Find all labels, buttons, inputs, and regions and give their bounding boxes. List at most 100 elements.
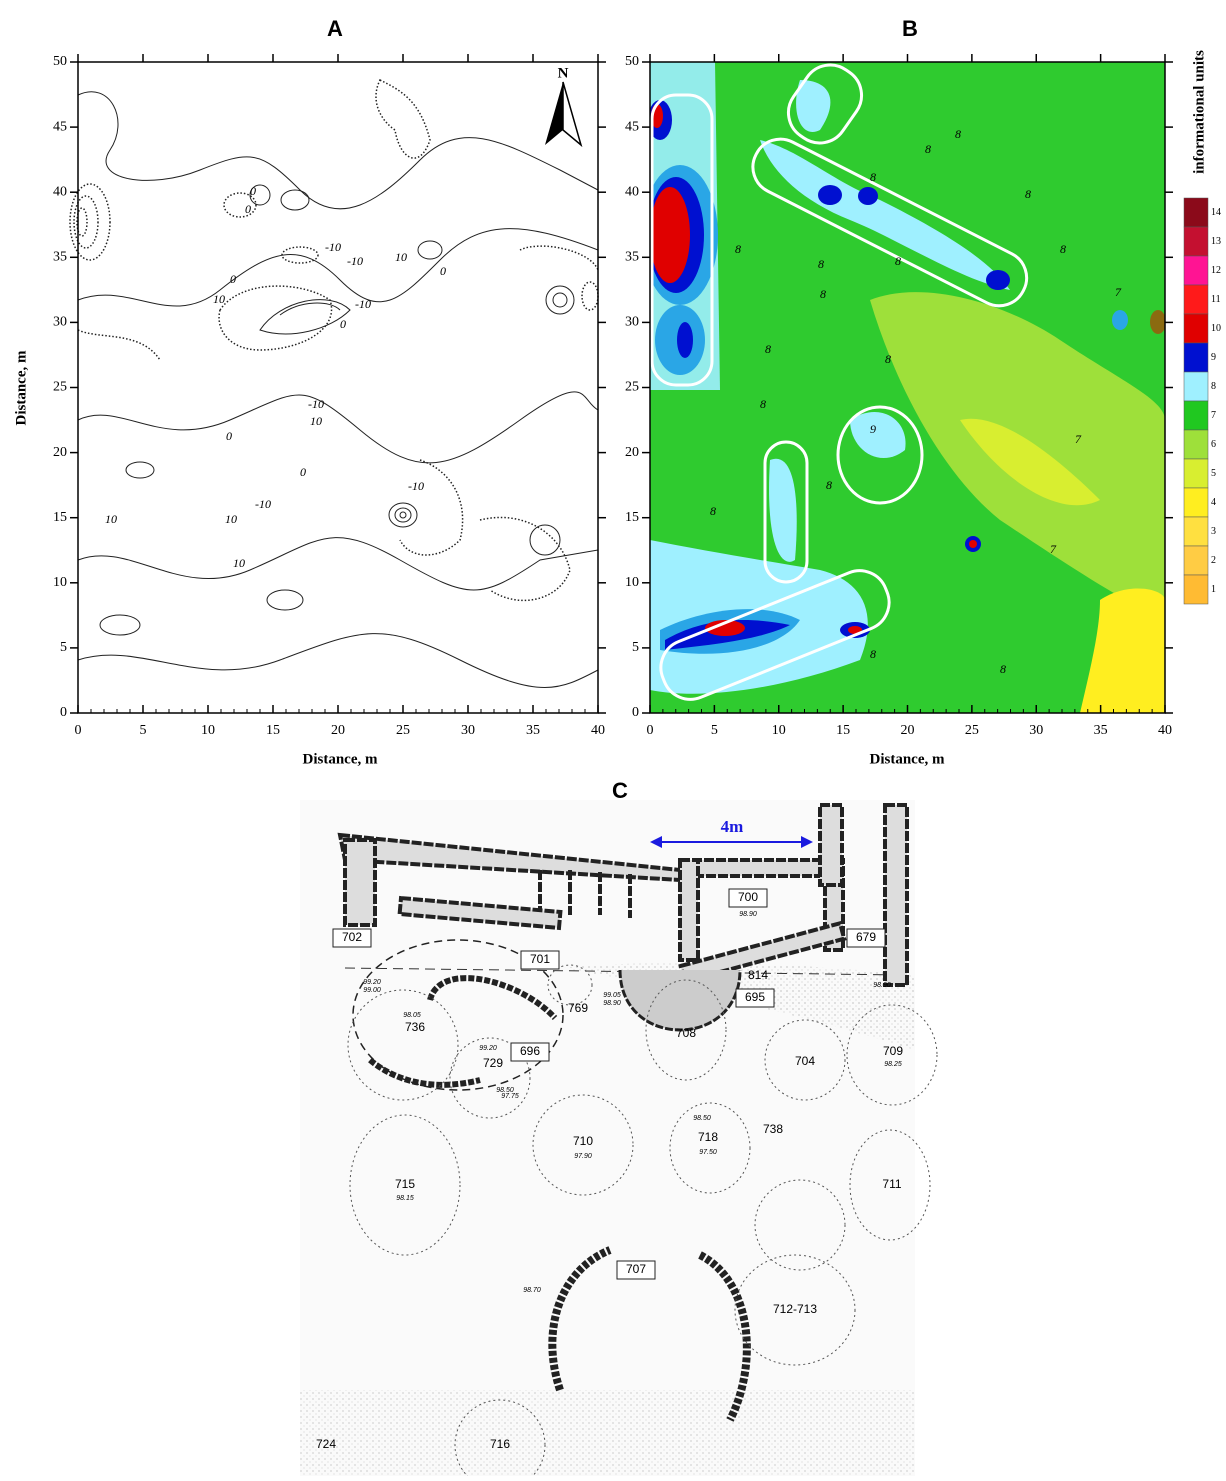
y-tick-label: 35 bbox=[625, 250, 639, 265]
contour-label: 7 bbox=[1050, 542, 1057, 556]
elevation-label: 97.90 bbox=[574, 1153, 592, 1160]
colorbar-swatch bbox=[1184, 314, 1208, 343]
contour-label: 8 bbox=[925, 142, 931, 156]
colorbar-swatch bbox=[1184, 459, 1208, 488]
colorbar-label: 4 bbox=[1211, 497, 1216, 508]
x-tick-label: 5 bbox=[140, 723, 147, 738]
y-tick-label: 25 bbox=[53, 380, 67, 395]
contour-label: 8 bbox=[818, 257, 824, 271]
feature-label: 718 bbox=[698, 1130, 718, 1144]
panel-title: A bbox=[327, 16, 343, 41]
feature-label: 696 bbox=[520, 1044, 540, 1058]
x-tick-label: 20 bbox=[331, 723, 345, 738]
colorbar-swatch bbox=[1184, 488, 1208, 517]
y-tick-label: 40 bbox=[625, 184, 639, 199]
contour-label: -10 bbox=[355, 297, 371, 311]
elevation-label: 98.05 bbox=[403, 1012, 421, 1019]
elevation-label: 98.50 bbox=[693, 1115, 711, 1122]
contour-label: -10 bbox=[408, 479, 424, 493]
y-tick-label: 0 bbox=[632, 705, 639, 720]
colorbar-swatch bbox=[1184, 401, 1208, 430]
colorbar-label: 13 bbox=[1211, 236, 1221, 247]
colorbar-label: 3 bbox=[1211, 526, 1216, 537]
contour-label: 8 bbox=[870, 170, 876, 184]
elevation-label: 98.25 bbox=[884, 1061, 902, 1068]
contour-label: 8 bbox=[1000, 662, 1006, 676]
elevation-label: 98.90 bbox=[873, 982, 891, 989]
contour-label: 10 bbox=[225, 512, 237, 526]
colorbar-label: 9 bbox=[1211, 352, 1216, 363]
x-tick-label: 40 bbox=[591, 723, 605, 738]
figure: A B C N 0 -10 10 -10 10 bbox=[0, 0, 1226, 1476]
y-tick-label: 15 bbox=[53, 510, 67, 525]
north-label: N bbox=[558, 65, 569, 81]
contour-label: 0 bbox=[300, 465, 306, 479]
panel-title: C bbox=[612, 778, 628, 803]
elevation-label: 98.15 bbox=[396, 1195, 414, 1202]
colorbar-swatch bbox=[1184, 343, 1208, 372]
colorbar-label: 5 bbox=[1211, 468, 1216, 479]
x-axis-label: Distance, m bbox=[303, 751, 378, 767]
contour-label: 10 bbox=[213, 292, 225, 306]
elevation-label: 98.90 bbox=[603, 1000, 621, 1007]
y-tick-label: 20 bbox=[625, 445, 639, 460]
x-tick-label: 15 bbox=[266, 723, 280, 738]
colorbar-title: informational units bbox=[1191, 50, 1207, 174]
x-tick-label: 40 bbox=[1158, 723, 1172, 738]
contour-label: 0 bbox=[340, 317, 346, 331]
contour-label: 8 bbox=[826, 478, 832, 492]
colorbar-swatch bbox=[1184, 517, 1208, 546]
colorbar: 1413121110987654321 bbox=[1184, 198, 1221, 604]
y-tick-label: 5 bbox=[60, 640, 67, 655]
feature-label: 769 bbox=[568, 1001, 588, 1015]
x-tick-label: 35 bbox=[1094, 723, 1108, 738]
colorbar-swatch bbox=[1184, 198, 1208, 227]
page: {"panels": { "a": {"title": "A", "x_axis… bbox=[0, 0, 1226, 1476]
colorbar-label: 1 bbox=[1211, 584, 1216, 595]
x-tick-label: 0 bbox=[75, 723, 82, 738]
colorbar-swatch bbox=[1184, 430, 1208, 459]
contour-label: 8 bbox=[820, 287, 826, 301]
feature-label: 736 bbox=[405, 1020, 425, 1034]
feature-label: 701 bbox=[530, 952, 550, 966]
contour-label: 10 bbox=[310, 414, 322, 428]
contour-label: -10 bbox=[308, 397, 324, 411]
y-tick-label: 35 bbox=[53, 250, 67, 265]
colorbar-swatch bbox=[1184, 285, 1208, 314]
elevation-label: 99.20 bbox=[363, 979, 381, 986]
contour-label: 8 bbox=[955, 127, 961, 141]
feature-label: 695 bbox=[745, 990, 765, 1004]
y-tick-label: 15 bbox=[625, 510, 639, 525]
colorbar-swatch bbox=[1184, 575, 1208, 604]
y-tick-label: 50 bbox=[625, 54, 639, 69]
y-tick-label: 0 bbox=[60, 705, 67, 720]
contour-label: 7 bbox=[1115, 285, 1122, 299]
x-tick-label: 10 bbox=[201, 723, 215, 738]
contour-label: 8 bbox=[1025, 187, 1031, 201]
x-tick-label: 25 bbox=[965, 723, 979, 738]
contour-label: 10 bbox=[395, 250, 407, 264]
excavation-plan: 4m 7027006797016958147366967697087097047… bbox=[300, 800, 937, 1476]
colorbar-swatch bbox=[1184, 256, 1208, 285]
contour-label: 8 bbox=[735, 242, 741, 256]
y-tick-label: 10 bbox=[625, 575, 639, 590]
feature-label: 710 bbox=[573, 1134, 593, 1148]
contour-label: -10 bbox=[325, 240, 341, 254]
contour-label: 0 bbox=[245, 202, 251, 216]
elevation-label: 99.05 bbox=[603, 992, 621, 999]
feature-label: 700 bbox=[738, 890, 758, 904]
contour-label: 0 bbox=[226, 429, 232, 443]
contour-label: 8 bbox=[1060, 242, 1066, 256]
y-axis-label: Distance, m bbox=[13, 350, 29, 425]
contour-label: 8 bbox=[870, 647, 876, 661]
feature-label: 708 bbox=[676, 1026, 696, 1040]
elevation-label: 98.70 bbox=[523, 1287, 541, 1294]
feature-label: 712-713 bbox=[773, 1302, 817, 1316]
y-tick-label: 40 bbox=[53, 184, 67, 199]
x-tick-label: 35 bbox=[526, 723, 540, 738]
feature-label: 814 bbox=[748, 968, 768, 982]
contour-label: 8 bbox=[885, 352, 891, 366]
feature-label: 715 bbox=[395, 1177, 415, 1191]
feature-label: 709 bbox=[883, 1044, 903, 1058]
panel-title: B bbox=[902, 16, 918, 41]
